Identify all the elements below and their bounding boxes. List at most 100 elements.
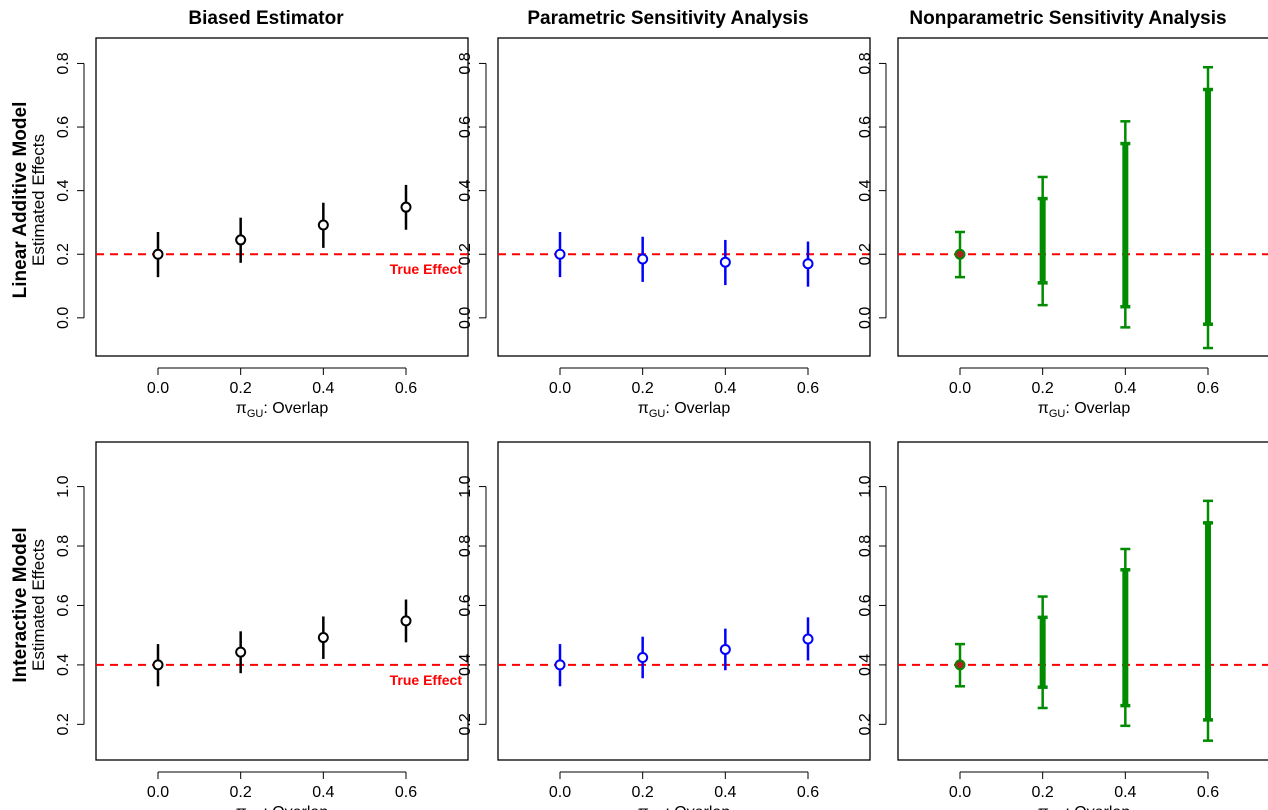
column-title-biased: Biased Estimator: [188, 8, 344, 29]
x-tick-label: 0.2: [230, 380, 252, 397]
y-tick-label: 0.4: [55, 654, 72, 676]
y-tick-label: 0.6: [457, 594, 474, 616]
x-tick-label: 0.0: [949, 380, 971, 397]
x-tick-label: 0.6: [1197, 380, 1219, 397]
x-tick-label: 0.0: [549, 784, 571, 801]
row-subtitle-interactive: Estimated Effects: [29, 539, 48, 671]
x-axis-label: πGU: Overlap: [1038, 400, 1131, 420]
x-tick-label: 0.0: [147, 784, 169, 801]
x-tick-label: 0.6: [395, 784, 417, 801]
y-tick-label: 0.4: [55, 179, 72, 201]
y-tick-label: 0.4: [857, 654, 874, 676]
y-tick-label: 0.2: [857, 713, 874, 735]
y-tick-label: 0.8: [857, 535, 874, 557]
y-tick-label: 0.6: [857, 594, 874, 616]
row-subtitle-linear: Estimated Effects: [29, 134, 48, 266]
y-tick-label: 0.6: [55, 594, 72, 616]
y-tick-label: 0.2: [55, 243, 72, 265]
x-tick-label: 0.6: [1197, 784, 1219, 801]
plot-frame: [897, 37, 1268, 357]
y-tick-label: 0.2: [457, 713, 474, 735]
x-tick-label: 0.4: [714, 380, 736, 397]
x-tick-label: 0.0: [949, 784, 971, 801]
y-tick-label: 0.4: [857, 179, 874, 201]
y-tick-label: 0.2: [457, 243, 474, 265]
point-estimate: [317, 632, 329, 644]
panel-biased-row0: 0.0 0.2 0.4 0.6 πGU: Overlap 0.0 0.2 0.4 0.6 0.8 T…: [55, 37, 469, 420]
panel-parametric-row1: 0.0 0.2 0.4 0.6 πGU: Overlap 0.2 0.4 0.6 0.8 1.0: [457, 441, 871, 810]
y-tick-label: 0.0: [857, 307, 874, 329]
plot-frame: [897, 441, 1268, 761]
x-tick-label: 0.6: [797, 784, 819, 801]
row-title-linear: Linear Additive Model: [10, 102, 31, 299]
x-tick-label: 0.4: [312, 784, 334, 801]
point-estimate: [235, 234, 247, 246]
y-tick-label: 0.6: [55, 116, 72, 138]
x-axis-label: πGU: Overlap: [638, 400, 731, 420]
y-tick-label: 0.4: [457, 179, 474, 201]
point-estimate: [400, 615, 412, 627]
y-tick-label: 0.4: [457, 654, 474, 676]
point-estimate: [719, 256, 731, 268]
y-tick-label: 0.6: [857, 116, 874, 138]
point-estimate: [802, 258, 814, 270]
y-tick-label: 0.0: [457, 307, 474, 329]
x-tick-label: 0.2: [632, 380, 654, 397]
y-tick-label: 0.8: [55, 535, 72, 557]
x-axis-label: πGU: Overlap: [1038, 804, 1131, 810]
y-tick-label: 0.8: [457, 52, 474, 74]
y-tick-label: 0.2: [857, 243, 874, 265]
x-axis-label: πGU: Overlap: [638, 804, 731, 810]
x-tick-label: 0.4: [1114, 784, 1136, 801]
x-axis-label: πGU: Overlap: [236, 804, 329, 810]
true-effect-label: True Effect: [390, 672, 463, 688]
panels: 0.0 0.2 0.4 0.6 πGU: Overlap 0.0 0.2 0.4 0.6 0.8 T…: [55, 37, 1268, 810]
panel-nonparametric-row0: 0.0 0.2 0.4 0.6 πGU: Overlap 0.0 0.2 0.4 0.6 0.8: [857, 37, 1268, 420]
y-tick-label: 0.6: [457, 116, 474, 138]
point-estimate: [802, 633, 814, 645]
y-tick-label: 0.8: [55, 52, 72, 74]
y-tick-label: 1.0: [457, 475, 474, 497]
plot-frame: [497, 37, 871, 357]
x-tick-label: 0.0: [147, 380, 169, 397]
point-estimate: [637, 253, 649, 265]
column-title-nonparametric: Nonparametric Sensitivity Analysis: [909, 8, 1226, 29]
point-estimate: [954, 659, 966, 671]
point-estimate: [400, 201, 412, 213]
point-estimate: [637, 651, 649, 663]
x-tick-label: 0.2: [1032, 380, 1054, 397]
x-tick-label: 0.4: [1114, 380, 1136, 397]
x-tick-label: 0.6: [797, 380, 819, 397]
panel-nonparametric-row1: 0.0 0.2 0.4 0.6 πGU: Overlap 0.2 0.4 0.6 0.8 1.0: [857, 441, 1268, 810]
x-tick-label: 0.4: [312, 380, 334, 397]
point-estimate: [554, 659, 566, 671]
x-tick-label: 0.4: [714, 784, 736, 801]
y-tick-label: 1.0: [857, 475, 874, 497]
x-tick-label: 0.2: [230, 784, 252, 801]
x-tick-label: 0.6: [395, 380, 417, 397]
x-tick-label: 0.2: [1032, 784, 1054, 801]
plot-frame: [95, 37, 469, 357]
true-effect-label: True Effect: [390, 261, 463, 277]
y-tick-label: 0.0: [55, 307, 72, 329]
row-title-interactive: Interactive Model: [10, 527, 31, 682]
y-tick-label: 0.8: [457, 535, 474, 557]
point-estimate: [152, 659, 164, 671]
point-estimate: [317, 219, 329, 231]
y-tick-label: 0.8: [857, 52, 874, 74]
panel-parametric-row0: 0.0 0.2 0.4 0.6 πGU: Overlap 0.0 0.2 0.4 0.6 0.8: [457, 37, 871, 420]
point-estimate: [235, 646, 247, 658]
x-axis-label: πGU: Overlap: [236, 400, 329, 420]
panel-biased-row1: 0.0 0.2 0.4 0.6 πGU: Overlap 0.2 0.4 0.6 0.8 1.0 T…: [55, 441, 469, 810]
x-tick-label: 0.2: [632, 784, 654, 801]
column-title-parametric: Parametric Sensitivity Analysis: [527, 8, 808, 29]
x-tick-label: 0.0: [549, 380, 571, 397]
point-estimate: [719, 643, 731, 655]
point-estimate: [554, 248, 566, 260]
y-tick-label: 0.2: [55, 713, 72, 735]
point-estimate: [954, 248, 966, 260]
plot-frame: [95, 441, 469, 761]
y-tick-label: 1.0: [55, 475, 72, 497]
point-estimate: [152, 248, 164, 260]
